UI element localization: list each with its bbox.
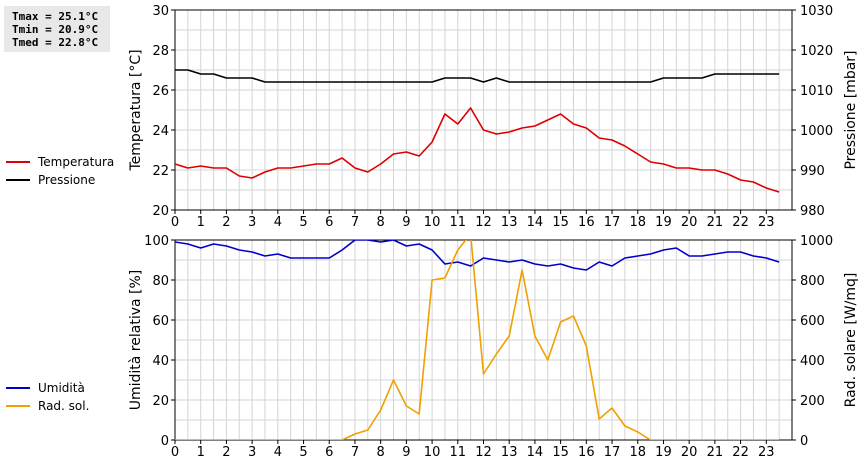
x-tick-label: 10 — [424, 445, 441, 460]
y-left-tick-label: 22 — [152, 164, 169, 179]
y-left-tick-label: 40 — [152, 354, 169, 369]
legend-label: Temperatura — [37, 155, 114, 169]
y-left-tick-label: 20 — [152, 394, 169, 409]
x-tick-label: 22 — [732, 215, 749, 230]
x-tick-label: 15 — [552, 215, 569, 230]
x-tick-label: 19 — [655, 215, 672, 230]
x-tick-label: 3 — [248, 215, 256, 230]
x-tick-label: 12 — [475, 215, 492, 230]
series-line-1-1 — [175, 107, 780, 193]
x-tick-label: 2 — [222, 215, 230, 230]
x-tick-label: 6 — [325, 215, 333, 230]
x-tick-label: 16 — [578, 215, 595, 230]
x-tick-label: 7 — [351, 215, 359, 230]
x-tick-label: 13 — [501, 215, 518, 230]
x-tick-label: 13 — [501, 445, 518, 460]
x-tick-label: 15 — [552, 445, 569, 460]
x-tick-label: 21 — [707, 445, 724, 460]
x-tick-label: 5 — [299, 215, 307, 230]
y-left-tick-label: 26 — [152, 84, 169, 99]
x-tick-label: 8 — [377, 215, 385, 230]
x-tick-label: 18 — [629, 445, 646, 460]
y-right-tick-label: 1000 — [800, 234, 833, 249]
x-tick-label: 12 — [475, 445, 492, 460]
x-tick-label: 21 — [707, 215, 724, 230]
legend-label: Pressione — [38, 173, 95, 187]
y-right-tick-label: 1030 — [800, 4, 833, 19]
series-line-2-2 — [175, 240, 780, 440]
y-left-tick-label: 60 — [152, 314, 169, 329]
x-tick-label: 11 — [450, 445, 467, 460]
y-right-tick-label: 1020 — [800, 44, 833, 59]
y-right-tick-label: 800 — [800, 274, 825, 289]
stats-box: Tmax = 25.1°C Tmin = 20.9°C Tmed = 22.8°… — [4, 6, 110, 52]
y-right-tick-label: 1010 — [800, 84, 833, 99]
x-tick-label: 4 — [274, 445, 282, 460]
stats-tmin: Tmin = 20.9°C — [12, 23, 99, 36]
x-tick-label: 17 — [604, 215, 621, 230]
x-tick-label: 18 — [629, 215, 646, 230]
y-left-tick-label: 20 — [152, 204, 169, 219]
x-tick-label: 23 — [758, 445, 775, 460]
y-left-tick-label: 100 — [144, 234, 169, 249]
y-right-tick-label: 990 — [800, 164, 825, 179]
x-tick-label: 9 — [402, 215, 410, 230]
stats-tmed: Tmed = 22.8°C — [12, 36, 99, 49]
y-right-tick-label: 0 — [800, 434, 808, 449]
x-tick-label: 19 — [655, 445, 672, 460]
x-tick-label: 10 — [424, 215, 441, 230]
y-right-tick-label: 600 — [800, 314, 825, 329]
x-tick-label: 9 — [402, 445, 410, 460]
x-tick-label: 4 — [274, 215, 282, 230]
x-tick-label: 17 — [604, 445, 621, 460]
x-tick-label: 0 — [171, 445, 179, 460]
y-left-tick-label: 0 — [161, 434, 169, 449]
x-tick-label: 3 — [248, 445, 256, 460]
series-line-2-1 — [175, 240, 780, 271]
y-right-tick-label: 400 — [800, 354, 825, 369]
x-tick-label: 8 — [377, 445, 385, 460]
y-left-tick-label: 80 — [152, 274, 169, 289]
y-right-tick-label: 1000 — [800, 124, 833, 139]
x-tick-label: 5 — [299, 445, 307, 460]
x-tick-label: 0 — [171, 215, 179, 230]
y-left-tick-label: 28 — [152, 44, 169, 59]
y-left-tick-label: 30 — [152, 4, 169, 19]
x-tick-label: 6 — [325, 445, 333, 460]
x-tick-label: 20 — [681, 445, 698, 460]
x-tick-label: 22 — [732, 445, 749, 460]
x-tick-label: 2 — [222, 445, 230, 460]
x-tick-label: 11 — [450, 215, 467, 230]
legend-label: Umidità — [38, 381, 85, 395]
stats-tmax: Tmax = 25.1°C — [12, 10, 99, 23]
x-tick-label: 1 — [197, 215, 205, 230]
y-right-tick-label: 980 — [800, 204, 825, 219]
x-tick-label: 20 — [681, 215, 698, 230]
series-line-1-2 — [175, 69, 780, 83]
x-tick-label: 14 — [527, 215, 544, 230]
y-left-axis-title: Temperatura [°C] — [128, 49, 144, 171]
x-tick-label: 23 — [758, 215, 775, 230]
y-left-tick-label: 24 — [152, 124, 169, 139]
y-right-tick-label: 200 — [800, 394, 825, 409]
y-right-axis-title: Pressione [mbar] — [843, 50, 859, 169]
legend-label: Rad. sol. — [38, 399, 89, 413]
x-tick-label: 16 — [578, 445, 595, 460]
x-tick-label: 7 — [351, 445, 359, 460]
x-tick-label: 14 — [527, 445, 544, 460]
y-right-axis-title: Rad. solare [W/mq] — [843, 273, 859, 408]
y-left-axis-title: Umidità relativa [%] — [128, 270, 144, 411]
x-tick-label: 1 — [197, 445, 205, 460]
